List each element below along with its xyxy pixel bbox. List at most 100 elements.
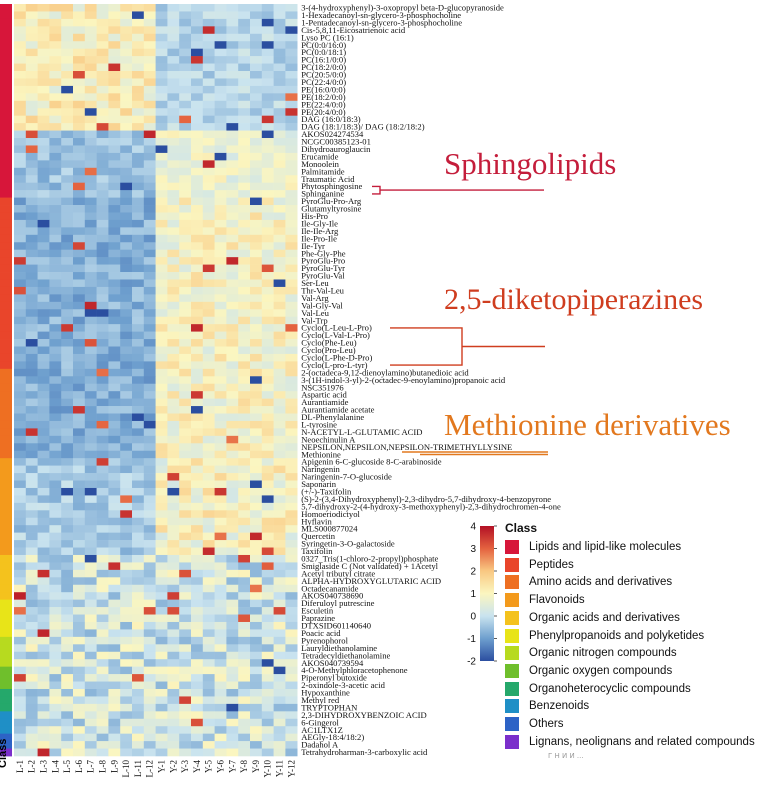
heatmap-cell: [261, 413, 274, 422]
heatmap-cell: [14, 115, 27, 124]
heatmap-cell: [73, 391, 86, 399]
heatmap-cell: [273, 502, 286, 511]
heatmap-cell: [179, 85, 192, 94]
heatmap-cell: [202, 4, 215, 12]
heatmap-cell: [273, 26, 286, 35]
heatmap-cell: [96, 383, 109, 392]
heatmap-cell: [108, 614, 121, 623]
row-label: Piperonyl butoxide: [301, 673, 367, 683]
heatmap-cell: [202, 540, 215, 548]
class-bar-segment: [0, 674, 12, 682]
heatmap-cell: [202, 674, 215, 682]
heatmap-cell: [37, 584, 50, 593]
heatmap-cell: [96, 443, 109, 452]
heatmap-cell: [214, 219, 227, 228]
heatmap-cell: [226, 688, 239, 697]
heatmap-cell: [214, 56, 227, 64]
heatmap-cell: [49, 167, 62, 176]
heatmap-cell: [120, 480, 133, 489]
heatmap-cell: [14, 324, 27, 332]
heatmap-cell: [84, 145, 97, 154]
heatmap-cell: [226, 227, 239, 236]
class-bar-segment: [0, 562, 12, 571]
heatmap-cell: [155, 741, 168, 749]
heatmap-cell: [37, 33, 50, 42]
heatmap-cell: [226, 257, 239, 265]
heatmap-cell: [25, 197, 38, 206]
heatmap-cell: [37, 309, 50, 318]
heatmap-cell: [61, 569, 74, 578]
row-label: Taxifolin: [301, 546, 333, 556]
heatmap-cell: [226, 391, 239, 399]
heatmap-cell: [14, 257, 27, 265]
heatmap-cell: [261, 592, 274, 600]
heatmap-cell: [143, 167, 156, 176]
class-bar-segment: [0, 33, 12, 42]
heatmap-cell: [143, 257, 156, 265]
heatmap-cell: [285, 599, 298, 608]
heatmap-cell: [108, 346, 121, 355]
heatmap-cell: [37, 197, 50, 206]
heatmap-cell: [96, 234, 109, 243]
heatmap-cell: [191, 741, 204, 749]
heatmap-cell: [226, 145, 239, 154]
heatmap-cell: [25, 78, 38, 87]
heatmap-cell: [202, 510, 215, 519]
heatmap-cell: [25, 614, 38, 623]
heatmap-cell: [143, 748, 156, 757]
heatmap-cell: [226, 301, 239, 310]
heatmap-cell: [238, 48, 251, 57]
heatmap-cell: [202, 368, 215, 377]
heatmap-cell: [49, 547, 62, 556]
heatmap-cell: [273, 413, 286, 422]
heatmap-cell: [273, 130, 286, 139]
heatmap-cell: [202, 227, 215, 236]
heatmap-cell: [84, 160, 97, 169]
heatmap-cell: [37, 569, 50, 578]
heatmap-cell: [179, 234, 192, 243]
heatmap-cell: [261, 152, 274, 161]
heatmap-cell: [191, 636, 204, 645]
heatmap-cell: [250, 339, 263, 347]
heatmap-cell: [108, 636, 121, 645]
heatmap-cell: [179, 368, 192, 377]
heatmap-cell: [143, 272, 156, 280]
heatmap-cell: [226, 562, 239, 571]
heatmap-cell: [61, 428, 74, 437]
class-bar-segment: [0, 249, 12, 258]
heatmap-cell: [61, 56, 74, 64]
heatmap-cell: [132, 420, 145, 429]
heatmap-cell: [14, 391, 27, 399]
row-label: Monoolein: [301, 159, 339, 169]
heatmap-cell: [202, 621, 215, 630]
heatmap-cell: [179, 272, 192, 280]
heatmap-cell: [202, 234, 215, 243]
column-label: Y-4: [192, 760, 202, 773]
heatmap-cell: [191, 495, 204, 504]
heatmap-cell: [191, 681, 204, 690]
heatmap-cell: [167, 249, 180, 258]
heatmap-cell: [84, 368, 97, 377]
heatmap-cell: [285, 78, 298, 87]
heatmap-cell: [214, 11, 227, 20]
heatmap-cell: [120, 458, 133, 466]
heatmap-cell: [37, 726, 50, 734]
heatmap-cell: [250, 413, 263, 422]
heatmap-cell: [250, 502, 263, 511]
heatmap-cell: [25, 458, 38, 466]
heatmap-cell: [132, 741, 145, 749]
heatmap-cell: [179, 33, 192, 42]
heatmap-cell: [120, 353, 133, 362]
heatmap-cell: [14, 413, 27, 422]
heatmap-cell: [132, 346, 145, 355]
heatmap-cell: [108, 383, 121, 392]
heatmap-cell: [120, 733, 133, 742]
heatmap-cell: [25, 733, 38, 742]
heatmap-cell: [120, 376, 133, 385]
heatmap-cell: [191, 56, 204, 64]
heatmap-cell: [226, 294, 239, 303]
heatmap-cell: [14, 130, 27, 139]
heatmap-cell: [143, 93, 156, 102]
heatmap-cell: [132, 376, 145, 385]
heatmap-cell: [143, 458, 156, 466]
